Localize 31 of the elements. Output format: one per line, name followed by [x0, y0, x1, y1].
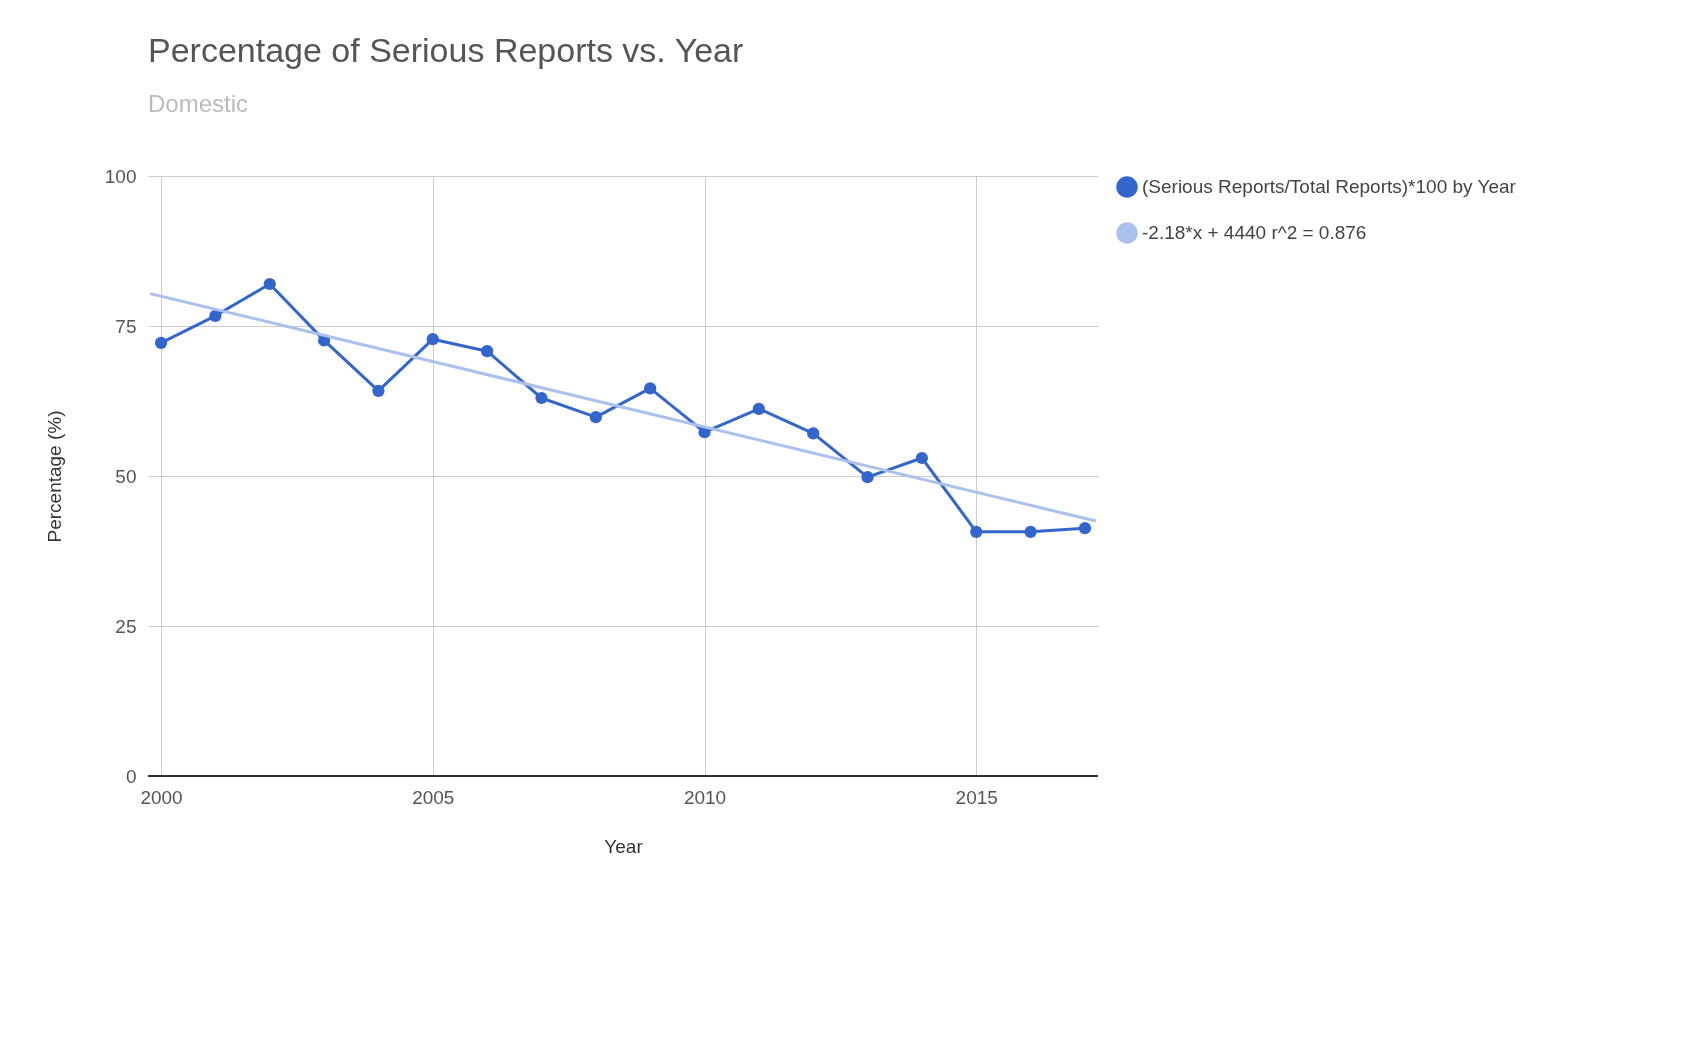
x-tick-label: 2000	[140, 786, 183, 808]
point	[752, 402, 765, 415]
x-axis-title: Year	[604, 835, 644, 857]
point	[263, 277, 276, 291]
point	[426, 333, 439, 346]
point	[644, 382, 657, 395]
y-tick-label: 25	[115, 615, 137, 637]
legend-label: -2.18*x + 4440 r^2 = 0.876	[1142, 222, 1367, 243]
y-axis-title: Percentage (%)	[43, 410, 65, 543]
point	[1024, 525, 1037, 538]
y-tick-label: 100	[104, 165, 137, 187]
x-tick-label: 2005	[412, 786, 455, 808]
point	[154, 336, 168, 349]
point	[1078, 522, 1092, 535]
y-tick-label: 50	[115, 465, 137, 487]
legend-label: (Serious Reports/Total Reports)*100 by Year	[1142, 176, 1517, 197]
x-tick-label: 2010	[683, 786, 727, 808]
point	[589, 411, 602, 424]
point	[209, 309, 222, 322]
point	[481, 345, 494, 358]
point	[861, 471, 874, 484]
chart-subtitle: Domestic	[148, 90, 249, 117]
x-tick-label: 2015	[955, 786, 998, 808]
point	[372, 384, 385, 397]
point	[970, 525, 983, 538]
point	[535, 391, 548, 405]
point	[807, 427, 820, 440]
y-tick-label: 75	[115, 315, 137, 337]
chart-title: Percentage of Serious Reports vs. Year	[148, 31, 744, 69]
point	[915, 451, 929, 465]
y-tick-label: 0	[125, 765, 137, 787]
